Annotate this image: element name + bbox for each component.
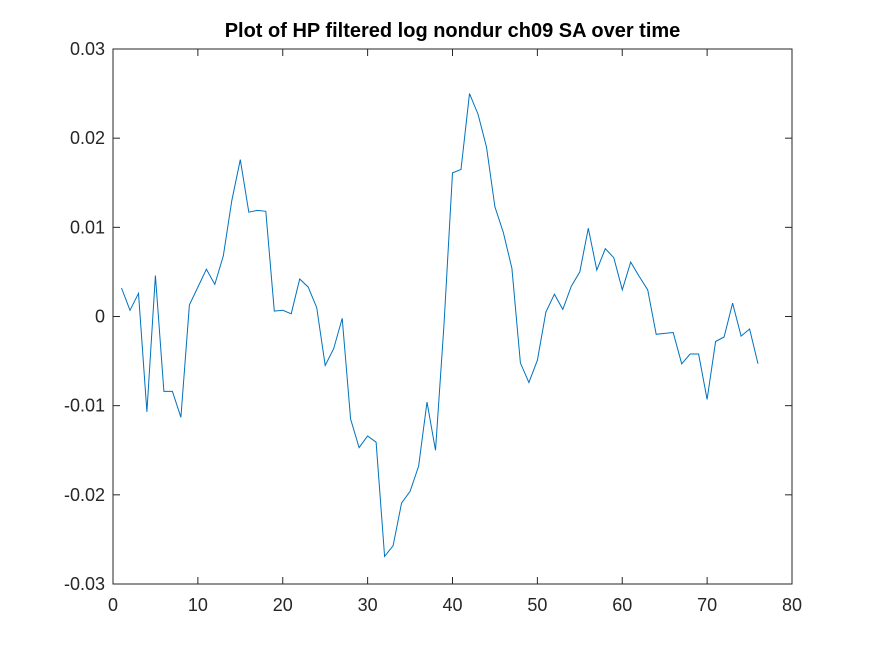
y-tick-label: -0.03 (64, 574, 105, 594)
y-axis: -0.03 -0.02 -0.01 0 0.01 0.02 0.03 (64, 39, 792, 594)
x-tick-label: 50 (527, 595, 547, 615)
y-tick-label: 0.03 (70, 39, 105, 59)
x-tick-label: 0 (108, 595, 118, 615)
x-tick-label: 60 (612, 595, 632, 615)
axes-box (112, 48, 793, 585)
x-tick-label: 20 (273, 595, 293, 615)
series-line (121, 93, 759, 558)
x-tick-label: 40 (442, 595, 462, 615)
x-tick-label: 80 (782, 595, 802, 615)
x-tick-label: 10 (188, 595, 208, 615)
y-tick-label: 0 (95, 307, 105, 327)
y-tick-label: 0.02 (70, 128, 105, 148)
x-tick-label: 70 (697, 595, 717, 615)
x-tick-label: 30 (358, 595, 378, 615)
x-axis: 0 10 20 30 40 50 60 70 80 (108, 49, 802, 615)
chart-title: Plot of HP filtered log nondur ch09 SA o… (224, 20, 681, 42)
y-tick-label: 0.01 (70, 217, 105, 237)
y-tick-label: -0.02 (64, 485, 105, 505)
y-tick-label: -0.01 (64, 396, 105, 416)
